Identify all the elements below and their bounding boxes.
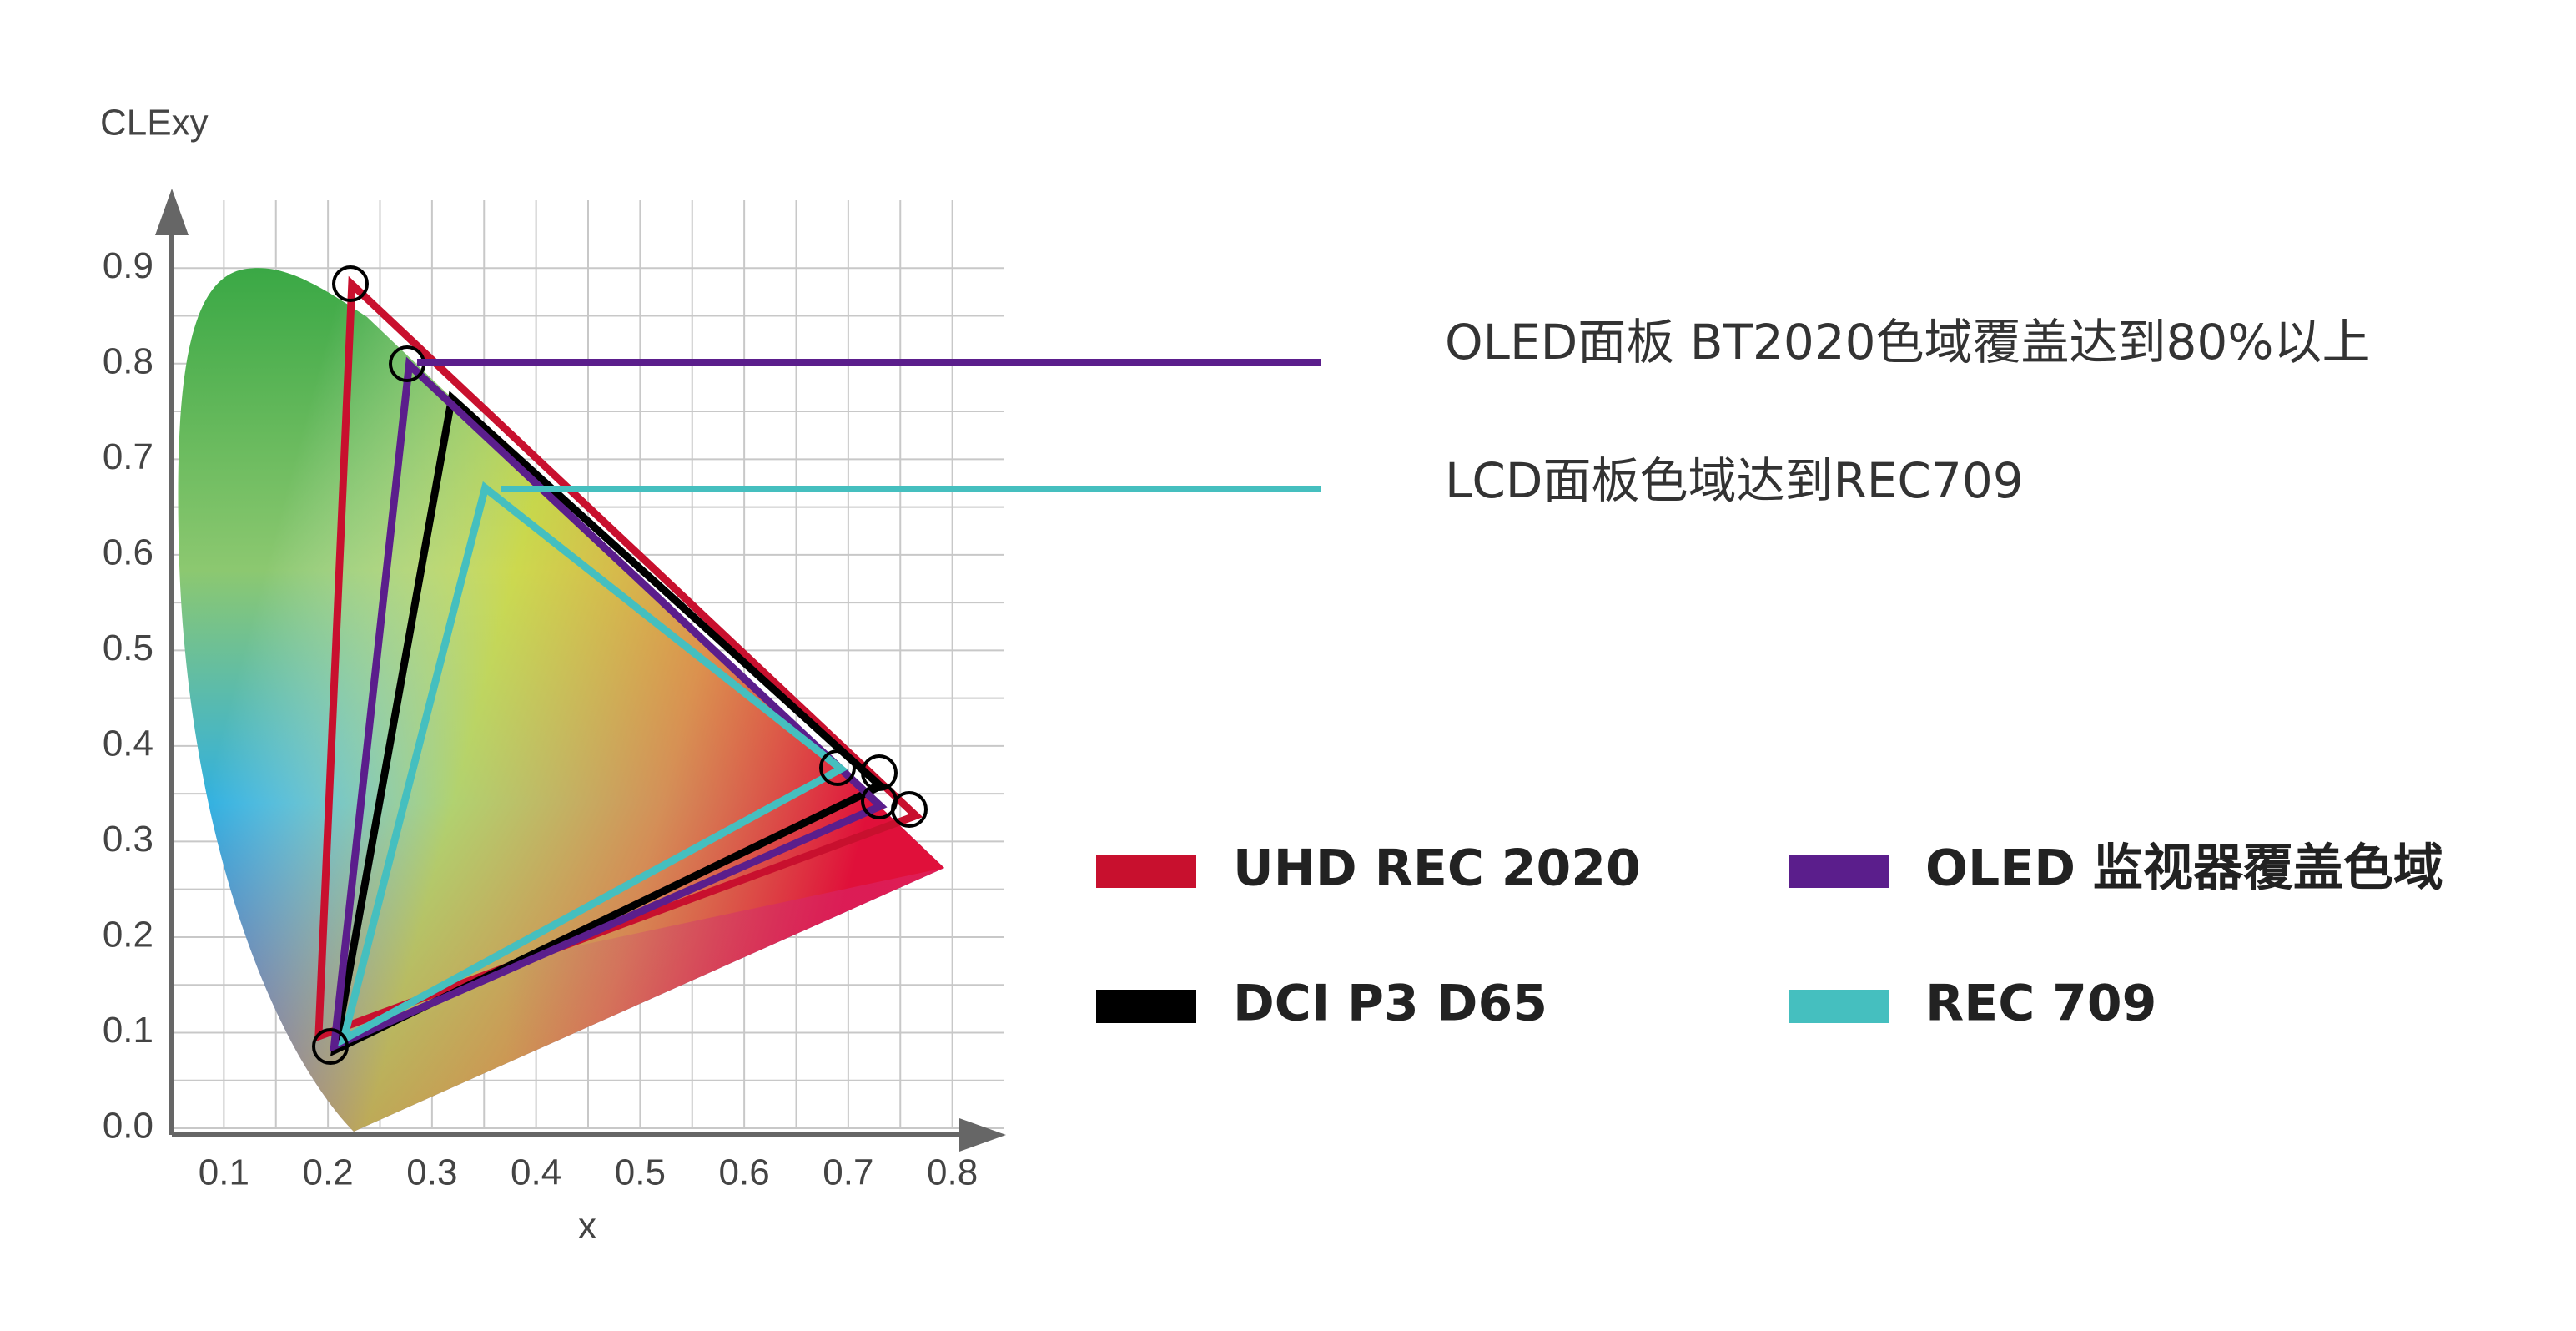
y-tick-label: 0.2 [103, 915, 153, 955]
legend-label: REC 709 [1925, 975, 2156, 1033]
legend-label: UHD REC 2020 [1233, 839, 1641, 898]
y-tick-label: 0.7 [103, 436, 153, 477]
x-axis-label: x [578, 1206, 596, 1247]
legend-label: OLED 监视器覆盖色域 [1925, 839, 2443, 898]
y-tick-label: 0.6 [103, 532, 153, 572]
x-tick-label: 0.2 [303, 1152, 354, 1193]
y-tick-label: 0.9 [103, 245, 153, 286]
legend-swatch [1789, 855, 1889, 888]
x-tick-label: 0.8 [927, 1152, 978, 1193]
y-tick-label: 0.3 [103, 819, 153, 860]
y-tick-label: 0.1 [103, 1010, 153, 1051]
gamut-triangle [330, 391, 888, 1056]
x-tick-label: 0.6 [719, 1152, 770, 1193]
legend-swatch [1096, 990, 1196, 1023]
gamuts [314, 275, 923, 1056]
gamut-triangle [314, 275, 923, 1042]
x-tick-label: 0.4 [511, 1152, 561, 1193]
legend-swatch [1096, 855, 1196, 888]
y-tick-label: 0.5 [103, 628, 153, 668]
axes [155, 189, 1006, 1152]
legend-label: DCI P3 D65 [1233, 975, 1547, 1033]
x-tick-label: 0.3 [406, 1152, 457, 1193]
legend-swatch [1789, 990, 1889, 1023]
chromaticity-locus-overlay [317, 868, 944, 1132]
x-tick-label: 0.1 [199, 1152, 249, 1193]
y-tick-label: 0.8 [103, 340, 153, 381]
annotation: LCD面板色域达到REC709 [1445, 452, 2024, 509]
legend: UHD REC 2020 DCI P3 D65 OLED 监视器覆盖色域 REC 70… [1096, 839, 2443, 1033]
chart-title: CLExy [100, 103, 209, 144]
gamut-triangle [337, 481, 848, 1047]
y-tick-label: 0.4 [103, 723, 153, 764]
vertex-circles [312, 265, 928, 1065]
gamut-triangle [330, 356, 888, 1052]
annotation: OLED面板 BT2020色域覆盖达到80%以上 [1445, 314, 2370, 371]
x-tick-label: 0.7 [823, 1152, 873, 1193]
x-tick-label: 0.5 [615, 1152, 666, 1193]
y-tick-label: 0.0 [103, 1106, 153, 1147]
